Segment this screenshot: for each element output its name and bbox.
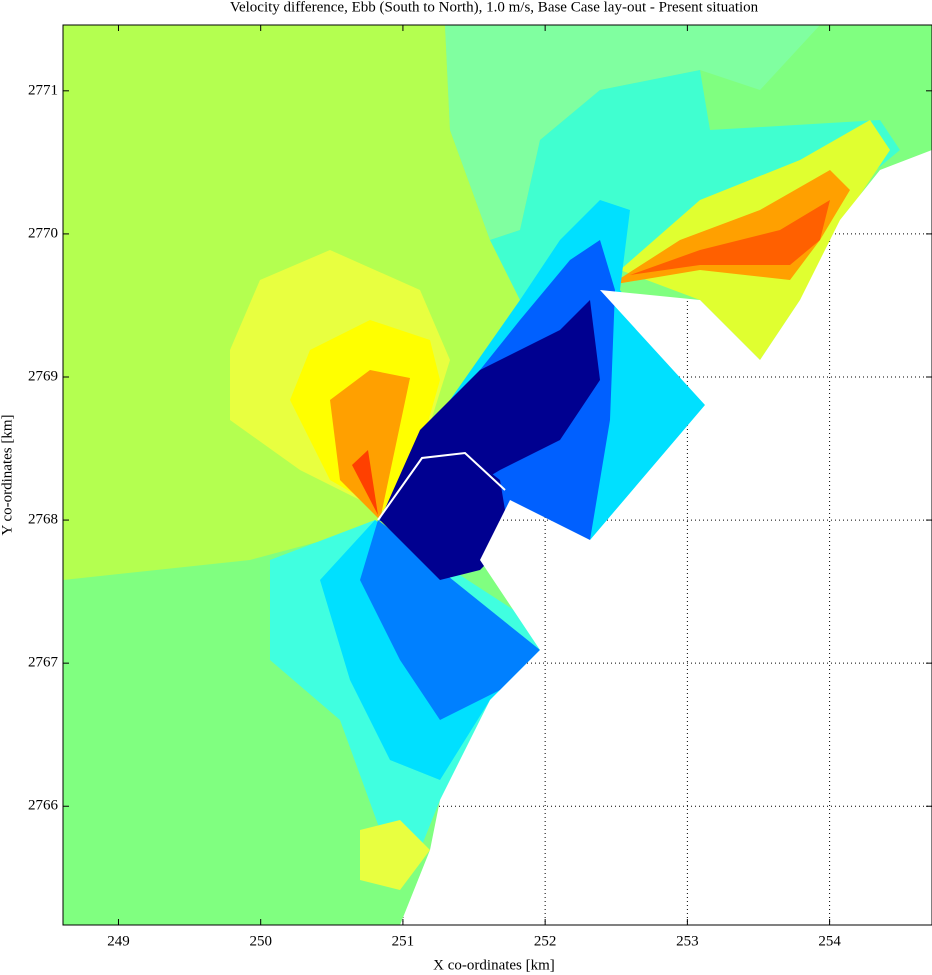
field-region <box>352 450 378 515</box>
x-tick-label: 252 <box>534 933 557 949</box>
x-tick-label: 254 <box>818 933 841 949</box>
field-region <box>360 820 430 890</box>
chart-title: Velocity difference, Ebb (South to North… <box>230 0 759 15</box>
field-region <box>360 520 540 720</box>
x-tick-label: 253 <box>676 933 699 949</box>
x-tick-label: 251 <box>392 933 415 949</box>
field-region <box>445 25 820 240</box>
x-tick-label: 249 <box>107 933 130 949</box>
x-axis-label: X co-ordinates [km] <box>433 957 555 973</box>
field-region <box>330 370 410 520</box>
y-tick-label: 2769 <box>28 368 58 384</box>
contour-field <box>63 25 932 925</box>
field-region <box>630 200 830 275</box>
x-tick-label: 250 <box>249 933 272 949</box>
y-tick-label: 2767 <box>28 655 59 671</box>
field-region <box>380 453 510 580</box>
axes-frame <box>62 24 932 926</box>
y-tick-label: 2771 <box>28 82 58 98</box>
land <box>400 150 932 925</box>
y-tick-label: 2768 <box>28 512 58 528</box>
y-axis-label: Y co-ordinates [km] <box>0 414 15 535</box>
breakwater <box>377 451 506 521</box>
y-tick-label: 2770 <box>28 225 58 241</box>
y-tick-label: 2766 <box>28 798 59 814</box>
